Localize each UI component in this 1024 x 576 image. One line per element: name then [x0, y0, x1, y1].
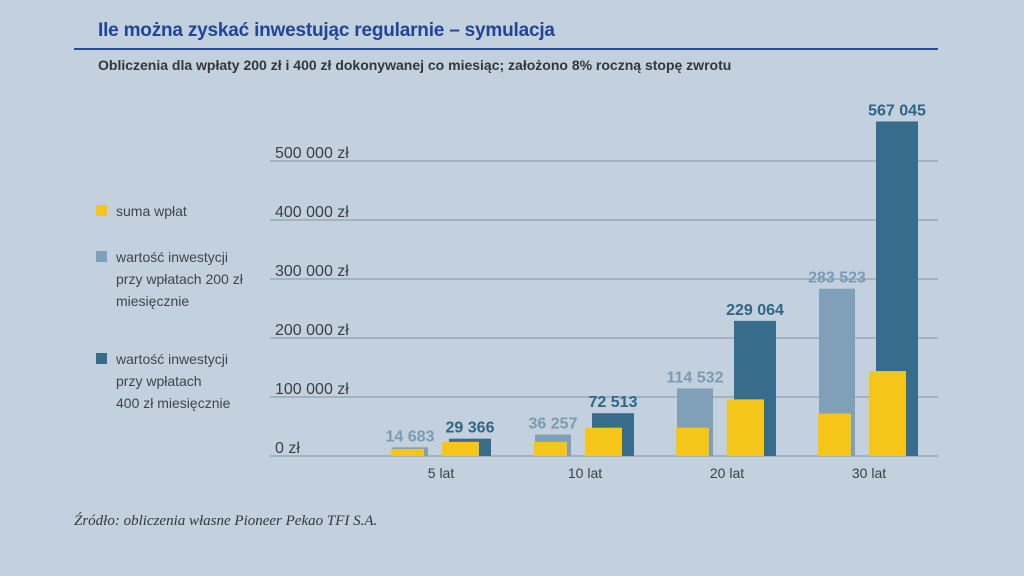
contribution-bar — [818, 413, 851, 456]
legend-item: wartość inwestycji przy wpłatach 400 zł mi… — [96, 348, 230, 414]
contribution-bar — [585, 427, 622, 456]
contribution-bar — [391, 448, 424, 456]
legend-label: wartość inwestycji — [116, 351, 229, 367]
data-label: 72 513 — [589, 394, 638, 411]
data-label: 14 683 — [386, 428, 435, 445]
legend-item: wartość inwestycji przy wpłatach 200 zł mi… — [96, 246, 243, 312]
data-label: 567 045 — [868, 102, 926, 119]
data-label: 36 257 — [529, 416, 578, 433]
legend-label: miesięcznie — [116, 293, 190, 309]
contribution-bar — [869, 371, 906, 456]
contribution-bar — [442, 441, 479, 456]
title-divider — [74, 48, 938, 50]
legend-label: przy wpłatach — [116, 373, 202, 389]
y-tick-label: 0 zł — [275, 440, 300, 457]
y-tick-label: 200 000 zł — [275, 322, 349, 339]
legend-item: suma wpłat — [96, 200, 187, 222]
legend-swatch — [96, 353, 107, 364]
contribution-bar — [727, 399, 764, 456]
legend-label: 400 zł miesięcznie — [116, 395, 231, 411]
y-tick-label: 400 000 zł — [275, 204, 349, 221]
contribution-bar — [534, 441, 567, 456]
legend-swatch — [96, 205, 107, 216]
x-category-label: 30 lat — [852, 465, 886, 481]
y-tick-label: 300 000 zł — [275, 263, 349, 280]
x-category-label: 20 lat — [710, 465, 744, 481]
source-note: Źródło: obliczenia własne Pioneer Pekao … — [74, 513, 378, 529]
y-tick-label: 500 000 zł — [275, 145, 349, 162]
chart-subtitle: Obliczenia dla wpłaty 200 zł i 400 zł do… — [98, 57, 732, 73]
contribution-bar — [676, 427, 709, 456]
legend-label: przy wpłatach 200 zł — [116, 271, 243, 287]
legend-label: suma wpłat — [116, 203, 187, 219]
data-label: 283 523 — [808, 270, 866, 287]
y-tick-label: 100 000 zł — [275, 381, 349, 398]
data-label: 29 366 — [446, 420, 495, 437]
data-label: 114 532 — [667, 369, 724, 386]
chart-title: Ile można zyskać inwestując regularnie –… — [98, 20, 555, 41]
x-category-label: 10 lat — [568, 465, 602, 481]
data-label: 229 064 — [726, 302, 784, 319]
legend-label: wartość inwestycji — [116, 249, 229, 265]
legend-swatch — [96, 251, 107, 262]
x-category-label: 5 lat — [428, 465, 455, 481]
